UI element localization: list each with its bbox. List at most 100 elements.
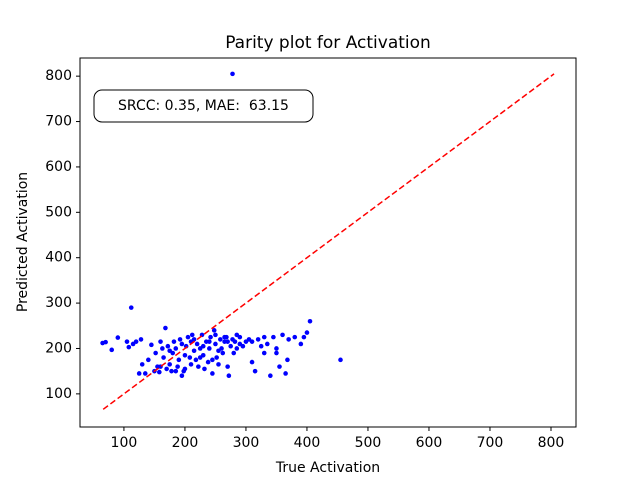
point xyxy=(274,350,279,356)
point xyxy=(218,337,223,342)
point xyxy=(205,359,211,365)
point xyxy=(197,355,203,360)
point xyxy=(280,332,285,338)
point xyxy=(171,339,177,344)
point xyxy=(271,334,276,340)
point xyxy=(213,332,218,338)
point xyxy=(165,343,171,349)
point xyxy=(304,330,310,335)
y-tick-label: 100 xyxy=(45,386,72,402)
point xyxy=(214,355,219,360)
point xyxy=(298,341,304,347)
point xyxy=(182,352,188,358)
point xyxy=(103,339,108,345)
point xyxy=(149,342,154,348)
point xyxy=(194,341,200,347)
point xyxy=(115,335,121,340)
point xyxy=(158,339,163,344)
point xyxy=(222,334,227,340)
point xyxy=(261,350,267,356)
y-tick-label: 500 xyxy=(45,204,72,220)
point xyxy=(249,339,255,344)
x-tick-label: 200 xyxy=(172,435,199,451)
point xyxy=(153,350,158,356)
y-tick-label: 300 xyxy=(45,295,72,311)
point xyxy=(237,341,243,347)
point xyxy=(208,334,213,340)
point xyxy=(226,373,232,379)
point xyxy=(200,343,206,349)
point xyxy=(179,341,185,347)
point xyxy=(188,362,194,367)
point xyxy=(202,366,207,372)
point xyxy=(193,357,199,363)
point xyxy=(133,339,139,344)
point xyxy=(138,337,144,342)
y-tick-label: 700 xyxy=(45,114,72,130)
x-tick-label: 700 xyxy=(477,435,504,451)
point xyxy=(210,357,215,363)
point xyxy=(285,357,290,363)
point xyxy=(160,346,165,351)
point xyxy=(161,355,166,360)
point xyxy=(234,346,240,351)
x-tick-label: 800 xyxy=(538,435,565,451)
parity-line xyxy=(102,73,555,410)
point xyxy=(146,357,151,363)
point xyxy=(167,362,172,367)
point xyxy=(261,334,267,340)
point xyxy=(164,366,169,372)
point xyxy=(213,341,218,347)
x-tick-label: 600 xyxy=(416,435,443,451)
point xyxy=(338,357,343,363)
point xyxy=(136,371,142,376)
point xyxy=(173,346,179,351)
point xyxy=(191,348,197,354)
point xyxy=(163,325,168,331)
point xyxy=(210,371,215,376)
point xyxy=(177,337,183,342)
point xyxy=(264,341,270,347)
y-axis-label: Predicted Activation xyxy=(15,172,31,312)
point xyxy=(191,337,197,342)
point xyxy=(128,305,134,310)
point xyxy=(189,332,195,338)
y-tick-label: 800 xyxy=(45,68,72,84)
y-tick-label: 200 xyxy=(45,340,72,356)
point xyxy=(255,337,261,342)
point xyxy=(220,350,226,356)
point xyxy=(301,334,307,340)
y-tick-label: 600 xyxy=(45,159,72,175)
x-tick-label: 400 xyxy=(294,435,321,451)
point xyxy=(109,347,115,353)
point xyxy=(175,364,180,369)
point xyxy=(258,343,264,349)
point xyxy=(187,355,193,360)
point xyxy=(182,366,188,372)
x-tick-label: 500 xyxy=(355,435,382,451)
point xyxy=(196,364,201,369)
x-tick-label: 100 xyxy=(111,435,138,451)
point xyxy=(268,373,273,379)
point xyxy=(228,343,233,349)
point xyxy=(274,346,279,351)
point xyxy=(283,371,288,376)
point xyxy=(230,71,235,77)
point xyxy=(252,368,258,374)
point xyxy=(169,368,174,374)
annotation: SRCC: 0.35, MAE: 63.15 xyxy=(118,98,289,114)
point xyxy=(126,344,132,350)
point xyxy=(167,348,172,354)
point xyxy=(216,362,221,367)
point xyxy=(176,357,182,363)
point xyxy=(277,364,282,369)
point xyxy=(292,334,298,340)
point xyxy=(207,346,212,351)
point xyxy=(124,339,130,344)
point xyxy=(207,339,212,344)
chart-title: Parity plot for Activation xyxy=(225,33,431,53)
plot-frame xyxy=(79,57,577,428)
point xyxy=(185,334,191,340)
